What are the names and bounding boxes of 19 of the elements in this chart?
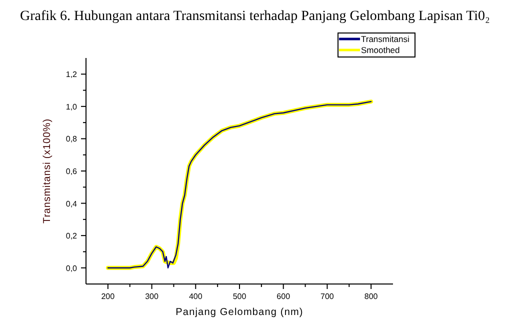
- x-tick-label: 800: [364, 292, 378, 301]
- legend-label: Smoothed: [361, 45, 400, 55]
- y-tick-label: 0,6: [66, 167, 78, 176]
- y-tick-label: 0,4: [66, 199, 78, 208]
- x-tick-label: 700: [320, 292, 334, 301]
- y-axis-title: Transmitansi (x100%): [42, 118, 53, 224]
- y-tick-label: 0,0: [66, 264, 78, 273]
- x-axis-title: Panjang Gelombang (nm): [176, 307, 304, 318]
- chart-title: Grafik 6. Hubungan antara Transmitansi terhadap Panjang Gelombang Lapisan Ti0₂: [20, 9, 490, 24]
- y-tick-label: 0,8: [66, 134, 78, 144]
- x-tick-label: 200: [101, 292, 116, 301]
- y-tick-label: 0,2: [66, 232, 78, 241]
- x-tick-label: 300: [145, 292, 160, 301]
- x-tick-label: 600: [276, 292, 291, 301]
- y-tick-label: 1,0: [66, 102, 78, 112]
- legend-label: Transmitansi: [361, 34, 410, 44]
- y-tick-label: 1,2: [66, 70, 78, 80]
- x-tick-label: 400: [188, 292, 203, 301]
- x-tick-label: 500: [232, 292, 247, 301]
